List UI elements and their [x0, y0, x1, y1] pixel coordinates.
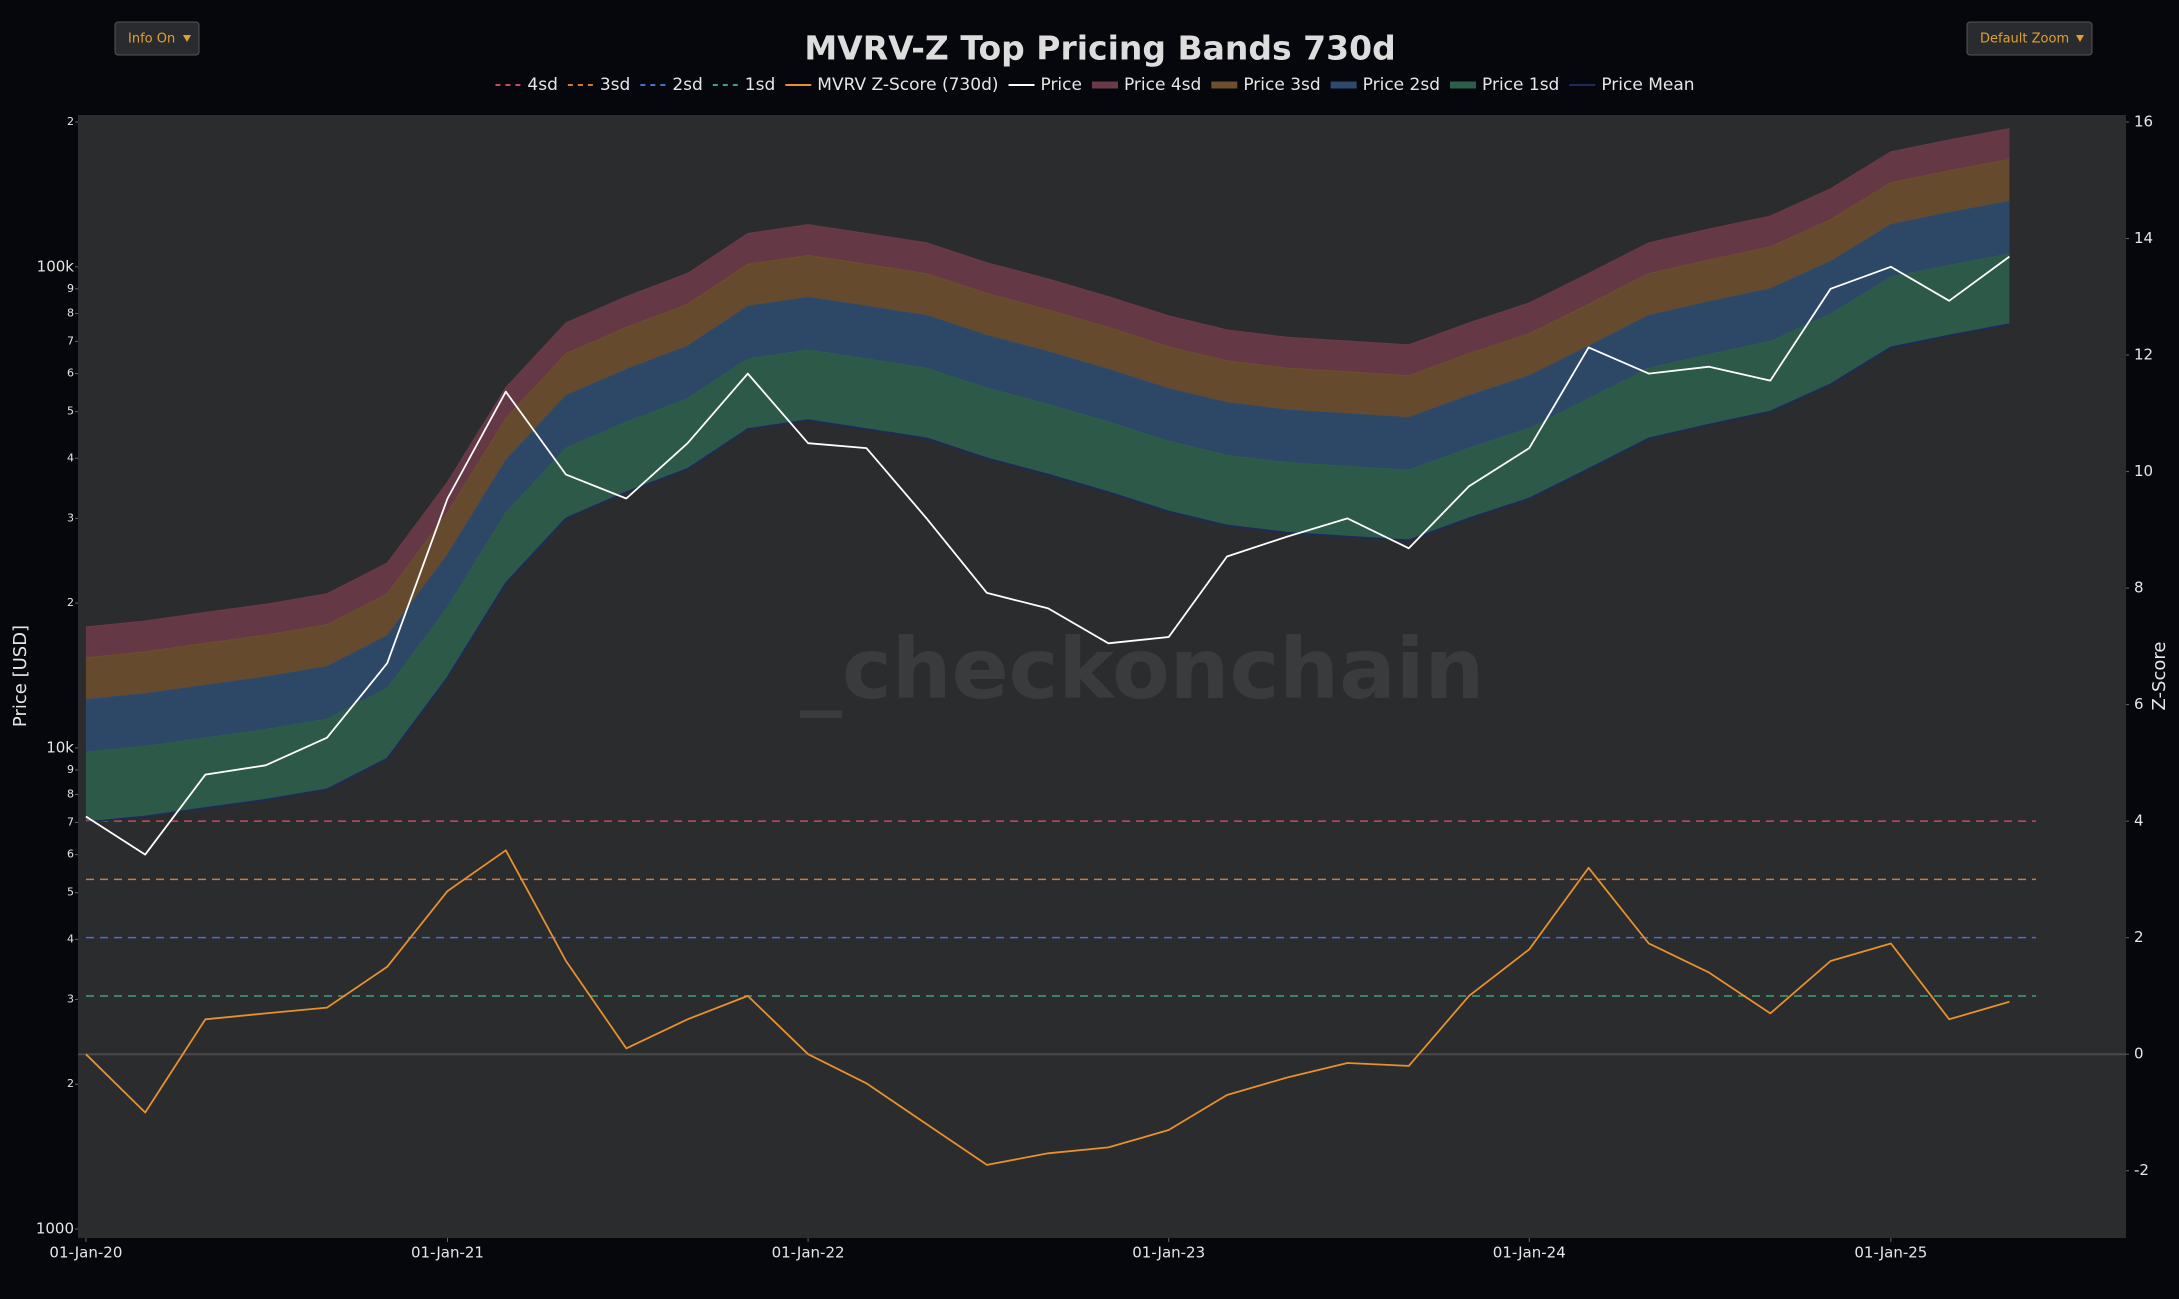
series-line	[85, 849, 2010, 1166]
x-tick-label: 01-Jan-21	[411, 1244, 484, 1262]
y2-tick-label: 0	[2134, 1045, 2144, 1063]
y-tick-label: 7	[67, 334, 74, 347]
button-frame[interactable]	[1966, 21, 2093, 56]
chart-title: MVRV-Z Top Pricing Bands 730d	[804, 29, 1395, 68]
legend-label: 4sd	[527, 75, 557, 95]
x-tick-label: 01-Jan-22	[772, 1244, 845, 1262]
y2-tick-label: 10	[2134, 462, 2153, 480]
y2-tick-label: 6	[2134, 695, 2144, 713]
button-frame[interactable]	[114, 21, 200, 56]
legend-label: Price 4sd	[1124, 75, 1201, 95]
y2-tick-label: 2	[2134, 928, 2144, 946]
x-tick-label: 01-Jan-25	[1854, 1244, 1927, 1262]
y2-tick-label: 12	[2134, 346, 2153, 364]
y-tick-label: 8	[67, 306, 74, 319]
legend-label: Price 2sd	[1363, 75, 1440, 95]
y-tick-label: 10k	[46, 738, 74, 756]
y-tick-label: 5	[67, 405, 74, 418]
y-tick-label: 3	[67, 992, 74, 1005]
y-tick-label: 2	[67, 596, 74, 609]
watermark: _checkonchain	[800, 620, 1484, 718]
band-fill	[85, 128, 2010, 658]
y-tick-label: 3	[67, 511, 74, 524]
y-tick-label: 7	[67, 815, 74, 828]
dropdown-arrow[interactable]	[2076, 35, 2084, 42]
band-fill	[85, 201, 2010, 753]
y2-tick-label: 8	[2134, 579, 2144, 597]
x-tick-label: 01-Jan-24	[1493, 1244, 1566, 1262]
legend-label: 3sd	[600, 75, 630, 95]
x-tick-label: 01-Jan-23	[1132, 1244, 1205, 1262]
y-tick-label: 6	[67, 848, 74, 861]
y-tick-label: 2	[67, 1077, 74, 1090]
y-tick-label: 4	[67, 451, 74, 464]
legend: 4sd 3sd 2sd 1sd MVRV Z-Score (730d) Price Pric…	[495, 75, 1695, 95]
legend-label: Price	[1040, 75, 1081, 95]
y-tick-label: 9	[67, 282, 74, 295]
y-tick-label: 1000	[36, 1220, 74, 1238]
y2-tick-label: -2	[2134, 1161, 2149, 1179]
series-line	[85, 255, 2010, 856]
y-axis-title: Price [USD]	[10, 625, 31, 727]
legend-label: Price 1sd	[1482, 75, 1559, 95]
legend-label: Price Mean	[1601, 75, 1694, 95]
band-edge	[85, 253, 2010, 753]
button[interactable]: Default Zoom	[1966, 21, 2093, 56]
y-tick-label: 4	[67, 932, 74, 945]
y-tick-label: 6	[67, 367, 74, 380]
legend-label: MVRV Z-Score (730d)	[817, 75, 998, 95]
band-fill	[85, 159, 2010, 700]
y-tick-label: 5	[67, 886, 74, 899]
y-tick-label: 100k	[37, 257, 75, 275]
band-edge	[85, 128, 2010, 628]
y2-tick-label: 16	[2134, 113, 2153, 131]
y2-tick-label: 14	[2134, 229, 2153, 247]
x-tick-label: 01-Jan-20	[49, 1244, 122, 1262]
y2-tick-label: 4	[2134, 812, 2144, 830]
legend-label: 1sd	[745, 75, 775, 95]
y-tick-label: 9	[67, 763, 74, 776]
y-tick-label: 2	[67, 115, 74, 128]
band-edge	[85, 158, 2010, 659]
y-tick-label: 8	[67, 788, 74, 801]
button-label[interactable]: Info On	[128, 32, 175, 47]
band-fill	[85, 253, 2010, 823]
button-label[interactable]: Default Zoom	[1980, 32, 2069, 47]
y2-axis-title: Z-Score	[2149, 642, 2170, 711]
series-line	[85, 323, 2010, 824]
dropdown-arrow[interactable]	[183, 35, 191, 42]
legend-label: 2sd	[672, 75, 702, 95]
button[interactable]: Info On	[114, 21, 200, 56]
legend-label: Price 3sd	[1243, 75, 1320, 95]
